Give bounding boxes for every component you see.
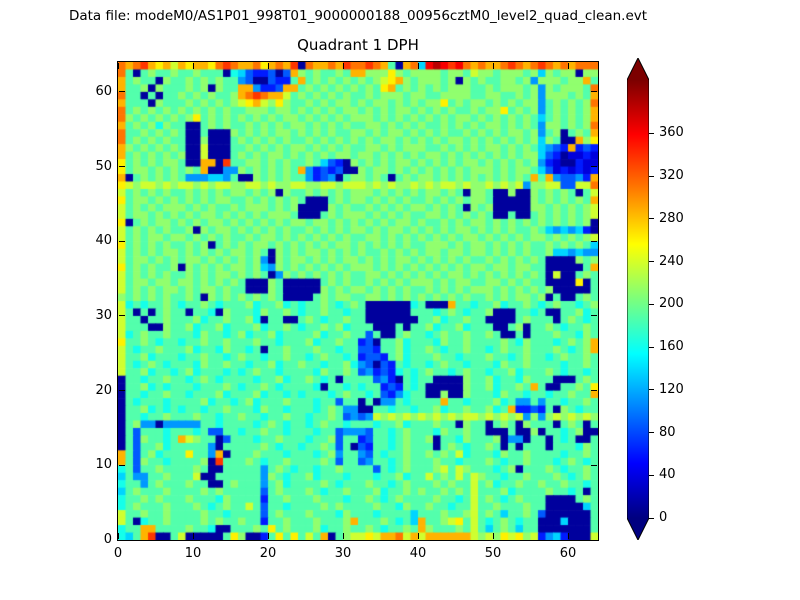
x-tick-label: 20	[259, 546, 277, 561]
y-tick-mark-right	[591, 390, 597, 392]
y-tick-mark	[119, 315, 125, 317]
y-tick-mark-right	[591, 464, 597, 466]
y-tick-mark	[119, 240, 125, 242]
colorbar-tick-mark	[649, 303, 654, 305]
x-tick-label: 60	[559, 546, 577, 561]
y-tick-mark	[119, 91, 125, 93]
colorbar-tick-label: 0	[659, 510, 668, 525]
colorbar-tick-mark	[649, 474, 654, 476]
colorbar-tick-label: 240	[659, 253, 684, 269]
colorbar-tick-mark	[649, 218, 654, 220]
x-tick-mark-top	[492, 63, 494, 69]
colorbar-tick-label: 200	[659, 296, 684, 312]
y-tick-mark-right	[591, 539, 597, 541]
y-tick-label: 50	[95, 158, 112, 174]
colorbar-tick-mark	[649, 517, 654, 519]
y-tick-mark	[119, 539, 125, 541]
x-tick-mark-top	[267, 63, 269, 69]
y-tick-mark	[119, 464, 125, 466]
x-tick-label: 50	[484, 546, 502, 561]
data-file-label: Data file: modeM0/AS1P01_998T01_90000001…	[68, 8, 648, 24]
colorbar-tick-mark	[649, 175, 654, 177]
x-tick-label: 10	[184, 546, 202, 561]
x-tick-mark-top	[567, 63, 569, 69]
colorbar-tick-label: 360	[659, 125, 684, 141]
colorbar-tick-label: 320	[659, 168, 684, 184]
x-tick-label: 30	[334, 546, 352, 561]
colorbar-tick-mark	[649, 389, 654, 391]
x-tick-mark	[567, 533, 569, 539]
x-tick-mark-top	[342, 63, 344, 69]
x-tick-label: 0	[113, 546, 123, 561]
colorbar-tick-label: 80	[659, 424, 676, 440]
x-tick-mark	[267, 533, 269, 539]
colorbar-tick-mark	[649, 432, 654, 434]
colorbar-tick-mark	[649, 261, 654, 263]
heatmap-canvas	[118, 62, 598, 540]
colorbar-tick-label: 120	[659, 381, 684, 397]
colorbar-gradient-bar	[627, 58, 649, 540]
y-tick-label: 20	[95, 382, 112, 398]
y-tick-label: 30	[95, 307, 112, 323]
plot-title: Quadrant 1 DPH	[297, 36, 419, 54]
x-tick-mark	[492, 533, 494, 539]
y-tick-label: 10	[95, 457, 112, 473]
colorbar-tick-label: 40	[659, 467, 676, 483]
colorbar-tick-label: 160	[659, 339, 684, 355]
y-tick-mark	[119, 166, 125, 168]
x-tick-mark-top	[117, 63, 119, 69]
y-tick-mark-right	[591, 91, 597, 93]
x-tick-mark-top	[417, 63, 419, 69]
y-tick-label: 0	[103, 532, 112, 547]
y-tick-mark-right	[591, 166, 597, 168]
x-tick-mark	[342, 533, 344, 539]
y-tick-mark-right	[591, 315, 597, 317]
colorbar-tick-mark	[649, 346, 654, 348]
heatmap-plot-area	[117, 61, 599, 541]
y-tick-label: 40	[95, 233, 112, 249]
colorbar	[627, 58, 649, 540]
y-tick-mark-right	[591, 240, 597, 242]
x-tick-label: 40	[409, 546, 427, 561]
x-tick-mark	[192, 533, 194, 539]
x-tick-mark	[117, 533, 119, 539]
x-tick-mark-top	[192, 63, 194, 69]
y-tick-mark	[119, 390, 125, 392]
y-tick-label: 60	[95, 83, 112, 99]
colorbar-tick-label: 280	[659, 210, 684, 226]
colorbar-tick-mark	[649, 132, 654, 134]
x-tick-mark	[417, 533, 419, 539]
